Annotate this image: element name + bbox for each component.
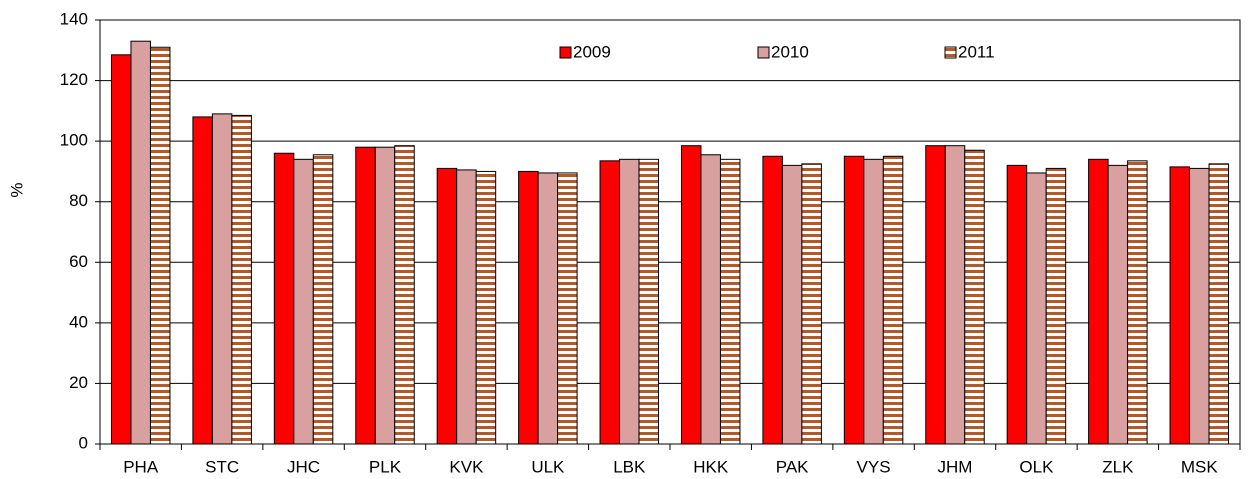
bar (557, 172, 578, 445)
bar (781, 164, 803, 445)
bar (1088, 158, 1109, 445)
x-tick-label: HKK (693, 457, 729, 476)
bar (599, 160, 621, 445)
y-tick-label: 140 (60, 9, 88, 28)
bar (231, 114, 252, 445)
x-tick-label: PHA (123, 457, 159, 476)
bar (1189, 167, 1210, 445)
legend-label: 2010 (771, 42, 809, 61)
bar (719, 158, 741, 445)
legend-swatch (559, 46, 572, 59)
bar (1026, 172, 1047, 445)
bar (944, 145, 966, 445)
y-tick-label: 20 (69, 373, 88, 392)
bar (1169, 166, 1191, 445)
plot-border (99, 19, 1241, 445)
bar (638, 158, 660, 445)
bar (700, 154, 721, 445)
y-tick-label: 80 (69, 191, 88, 210)
y-tick-label: 0 (79, 433, 88, 452)
bar (882, 155, 904, 445)
x-tick-label: JHM (938, 457, 973, 476)
bar (1006, 164, 1028, 445)
bar (925, 145, 946, 445)
y-tick-label: 40 (69, 312, 88, 331)
bar (192, 116, 213, 445)
x-tick-label: JHC (287, 457, 320, 476)
bar (518, 170, 539, 445)
bar (312, 154, 334, 445)
bar (436, 167, 458, 445)
x-tick-label: ZLK (1102, 457, 1134, 476)
x-tick-label: OLK (1019, 457, 1054, 476)
bar (762, 155, 783, 445)
bar (130, 40, 151, 445)
bar (843, 155, 865, 445)
bar (680, 145, 702, 445)
bar (149, 46, 171, 445)
bar (619, 158, 640, 445)
x-tick-label: VYS (857, 457, 891, 476)
bar (110, 54, 132, 445)
legend-swatch (944, 46, 957, 59)
y-axis-label: % (7, 182, 26, 197)
legend-swatch (757, 46, 770, 59)
y-tick-label: 120 (60, 70, 88, 89)
legend-label: 2009 (573, 42, 611, 61)
bar (475, 170, 497, 445)
x-tick-label: STC (205, 457, 239, 476)
bar (355, 146, 376, 445)
bar (1127, 160, 1148, 445)
x-tick-label: MSK (1181, 457, 1219, 476)
bar (394, 145, 415, 445)
bar (374, 146, 396, 445)
x-tick-label: ULK (531, 457, 565, 476)
y-tick-label: 100 (60, 131, 88, 150)
bar (456, 169, 477, 445)
bar (1045, 167, 1067, 445)
legend-label: 2011 (958, 42, 995, 61)
bar (1208, 163, 1230, 445)
bar (211, 113, 233, 445)
y-tick-label: 60 (69, 252, 88, 271)
bar (273, 152, 295, 445)
bar (863, 158, 884, 445)
x-tick-label: PAK (776, 457, 809, 476)
bar (293, 158, 314, 445)
x-tick-label: LBK (613, 457, 646, 476)
bar (801, 163, 822, 445)
bar (964, 149, 985, 445)
bar (1107, 164, 1129, 445)
x-tick-label: PLK (369, 457, 402, 476)
x-tick-label: KVK (449, 457, 484, 476)
bar (537, 172, 559, 445)
